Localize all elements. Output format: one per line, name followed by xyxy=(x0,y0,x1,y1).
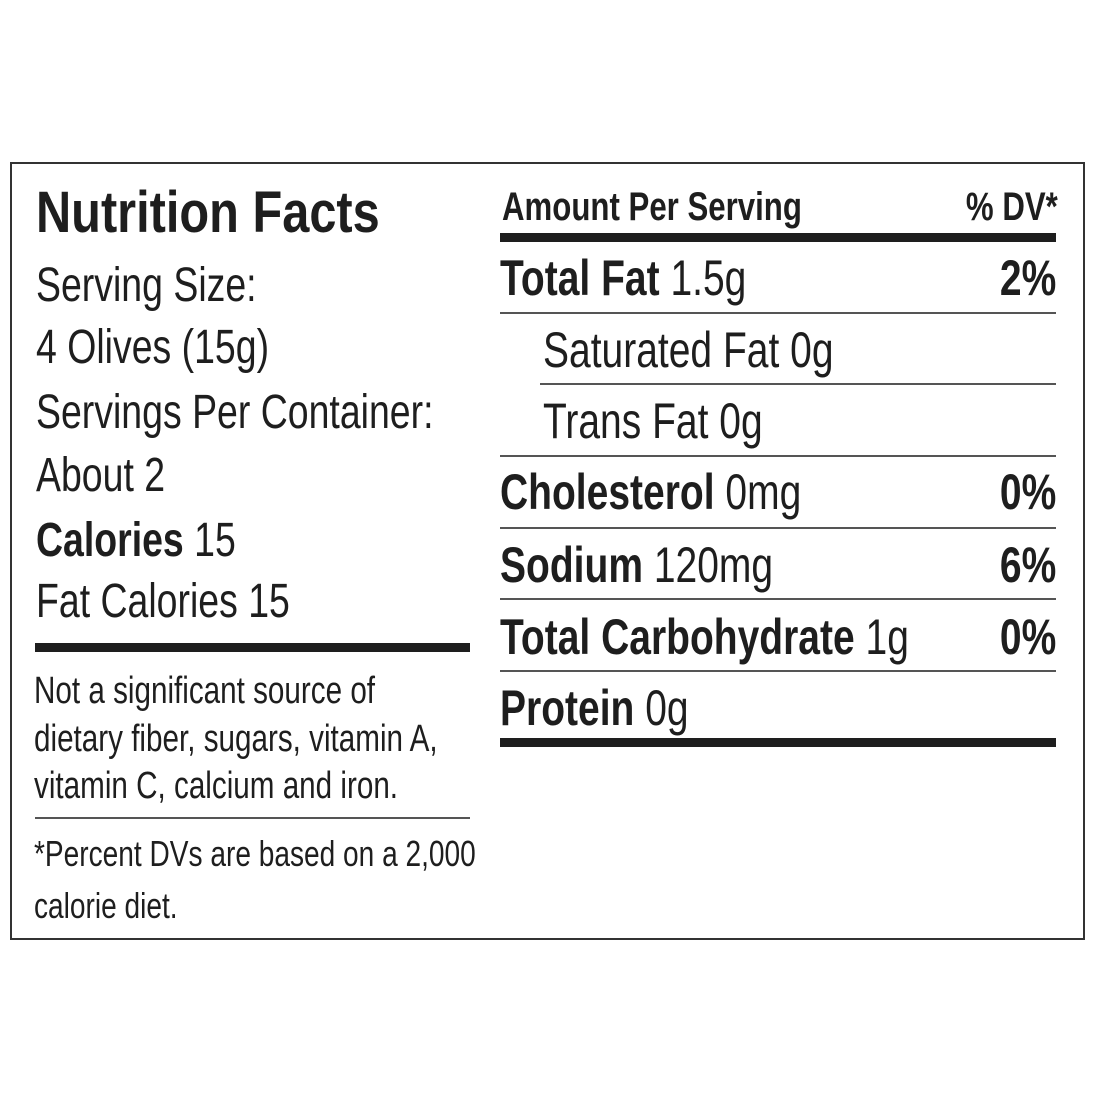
nutrient-amount: 0mg xyxy=(725,464,802,520)
nutrient-name: Total Fat xyxy=(500,250,660,306)
nutrient-name: Cholesterol xyxy=(500,464,715,520)
divider xyxy=(540,383,1056,385)
nutrient-row: Trans Fat 0g xyxy=(543,396,763,446)
calories-label: Calories xyxy=(36,514,184,567)
divider xyxy=(500,670,1056,672)
divider xyxy=(35,817,470,819)
nutrient-name: Protein xyxy=(500,680,635,736)
servings-per-container-label: Servings Per Container: xyxy=(36,386,434,439)
note-line: Not a significant source of xyxy=(34,670,376,712)
nutrient-amount: 1g xyxy=(865,609,909,665)
nutrient-amount: 120mg xyxy=(653,537,774,593)
nutrient-amount: 0g xyxy=(790,322,834,378)
calories: Calories 15 xyxy=(36,517,236,565)
nutrient-row: Protein 0g xyxy=(500,683,689,733)
nutrient-name: Sodium xyxy=(500,537,643,593)
servings-per-container-value: About 2 xyxy=(36,449,166,502)
serving-size-label: Serving Size: xyxy=(36,259,257,312)
calories-value: 15 xyxy=(194,514,236,567)
footnote-line: *Percent DVs are based on a 2,000 xyxy=(34,833,476,874)
nutrient-name: Trans Fat xyxy=(543,393,709,449)
nutrient-dv: 2% xyxy=(999,250,1056,306)
nutrient-name: Total Carbohydrate xyxy=(500,609,855,665)
divider xyxy=(500,455,1056,457)
dv-header: % DV* xyxy=(966,185,1058,229)
note-line: vitamin C, calcium and iron. xyxy=(34,765,399,807)
nutrient-amount: 0g xyxy=(719,393,763,449)
amount-per-serving-header: Amount Per Serving xyxy=(502,185,802,229)
divider xyxy=(500,312,1056,314)
label-title: Nutrition Facts xyxy=(36,180,380,245)
nutrition-label xyxy=(10,162,1085,940)
nutrient-row: Saturated Fat 0g xyxy=(543,325,834,375)
serving-size-value: 4 Olives (15g) xyxy=(36,321,270,374)
nutrient-dv: 0% xyxy=(999,464,1056,520)
divider xyxy=(500,527,1056,529)
nutrient-name: Saturated Fat xyxy=(543,322,780,378)
divider-thick xyxy=(35,643,470,652)
nutrient-row: Total Carbohydrate 1g xyxy=(500,612,909,662)
nutrient-amount: 1.5g xyxy=(670,250,747,306)
nutrient-dv: 0% xyxy=(999,609,1056,665)
note-line: dietary fiber, sugars, vitamin A, xyxy=(34,718,438,760)
nutrient-row: Cholesterol 0mg xyxy=(500,467,801,517)
nutrient-row: Sodium 120mg xyxy=(500,540,773,590)
divider xyxy=(500,598,1056,600)
divider-thick xyxy=(500,233,1056,242)
nutrient-row: Total Fat 1.5g xyxy=(500,253,746,303)
footnote-line: calorie diet. xyxy=(34,885,178,926)
nutrient-dv: 6% xyxy=(999,537,1056,593)
divider-thick xyxy=(500,738,1056,747)
fat-calories: Fat Calories 15 xyxy=(36,575,290,628)
nutrient-amount: 0g xyxy=(645,680,689,736)
